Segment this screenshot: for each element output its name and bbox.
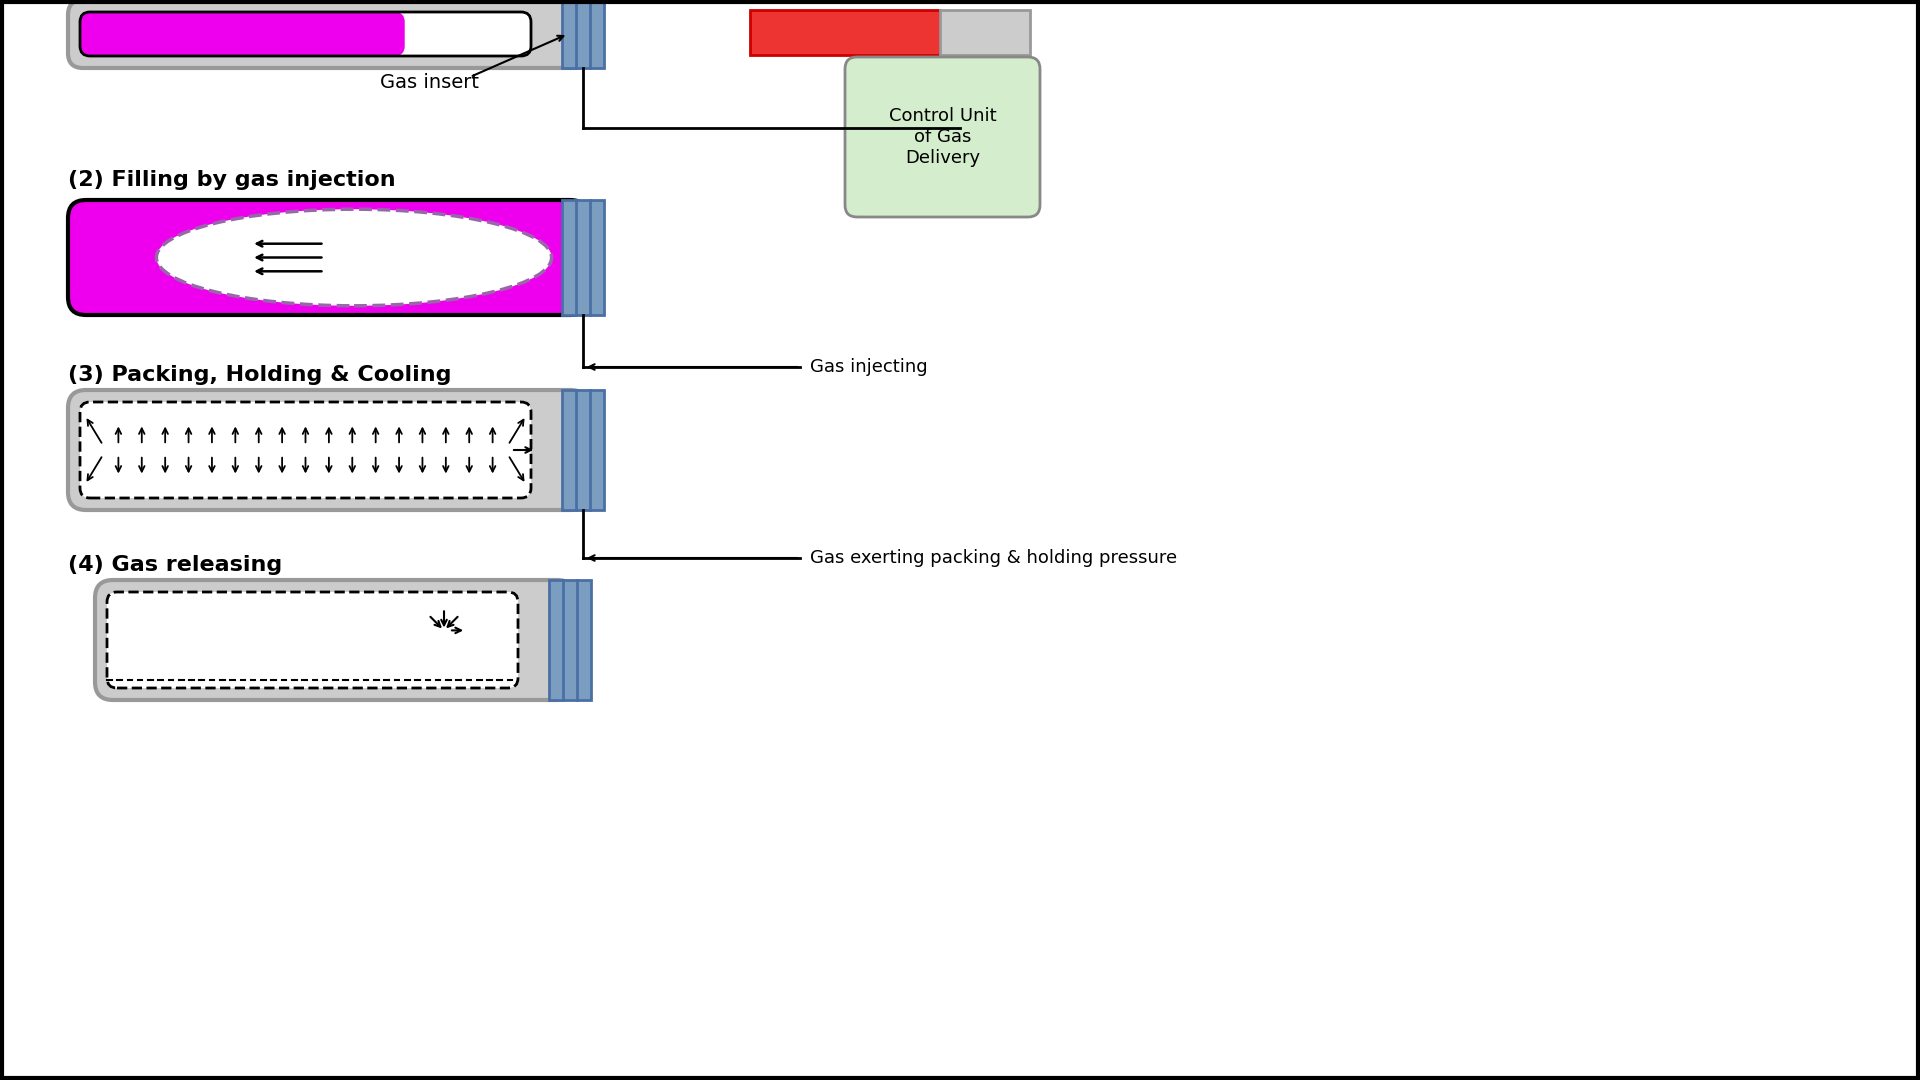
Text: (4) Gas releasing: (4) Gas releasing bbox=[67, 555, 282, 575]
FancyBboxPatch shape bbox=[845, 57, 1041, 217]
Bar bbox=[751, 10, 941, 55]
Bar bbox=[941, 10, 1029, 55]
FancyBboxPatch shape bbox=[81, 402, 532, 498]
Text: (2) Filling by gas injection: (2) Filling by gas injection bbox=[67, 170, 396, 190]
Bar bbox=[563, 0, 605, 68]
FancyBboxPatch shape bbox=[81, 12, 405, 56]
Text: Gas insert: Gas insert bbox=[380, 72, 480, 92]
Bar bbox=[563, 200, 605, 315]
Text: Gas injecting: Gas injecting bbox=[810, 357, 927, 376]
FancyBboxPatch shape bbox=[67, 0, 588, 68]
Ellipse shape bbox=[156, 210, 551, 306]
FancyBboxPatch shape bbox=[81, 12, 532, 56]
FancyBboxPatch shape bbox=[67, 390, 588, 510]
FancyBboxPatch shape bbox=[108, 592, 518, 688]
Text: (3) Packing, Holding & Cooling: (3) Packing, Holding & Cooling bbox=[67, 365, 451, 384]
Text: Control Unit
of Gas
Delivery: Control Unit of Gas Delivery bbox=[889, 107, 996, 166]
FancyBboxPatch shape bbox=[67, 200, 588, 315]
Text: Gas exerting packing & holding pressure: Gas exerting packing & holding pressure bbox=[810, 549, 1177, 567]
Bar bbox=[563, 390, 605, 510]
FancyBboxPatch shape bbox=[94, 580, 574, 700]
Bar bbox=[549, 580, 591, 700]
